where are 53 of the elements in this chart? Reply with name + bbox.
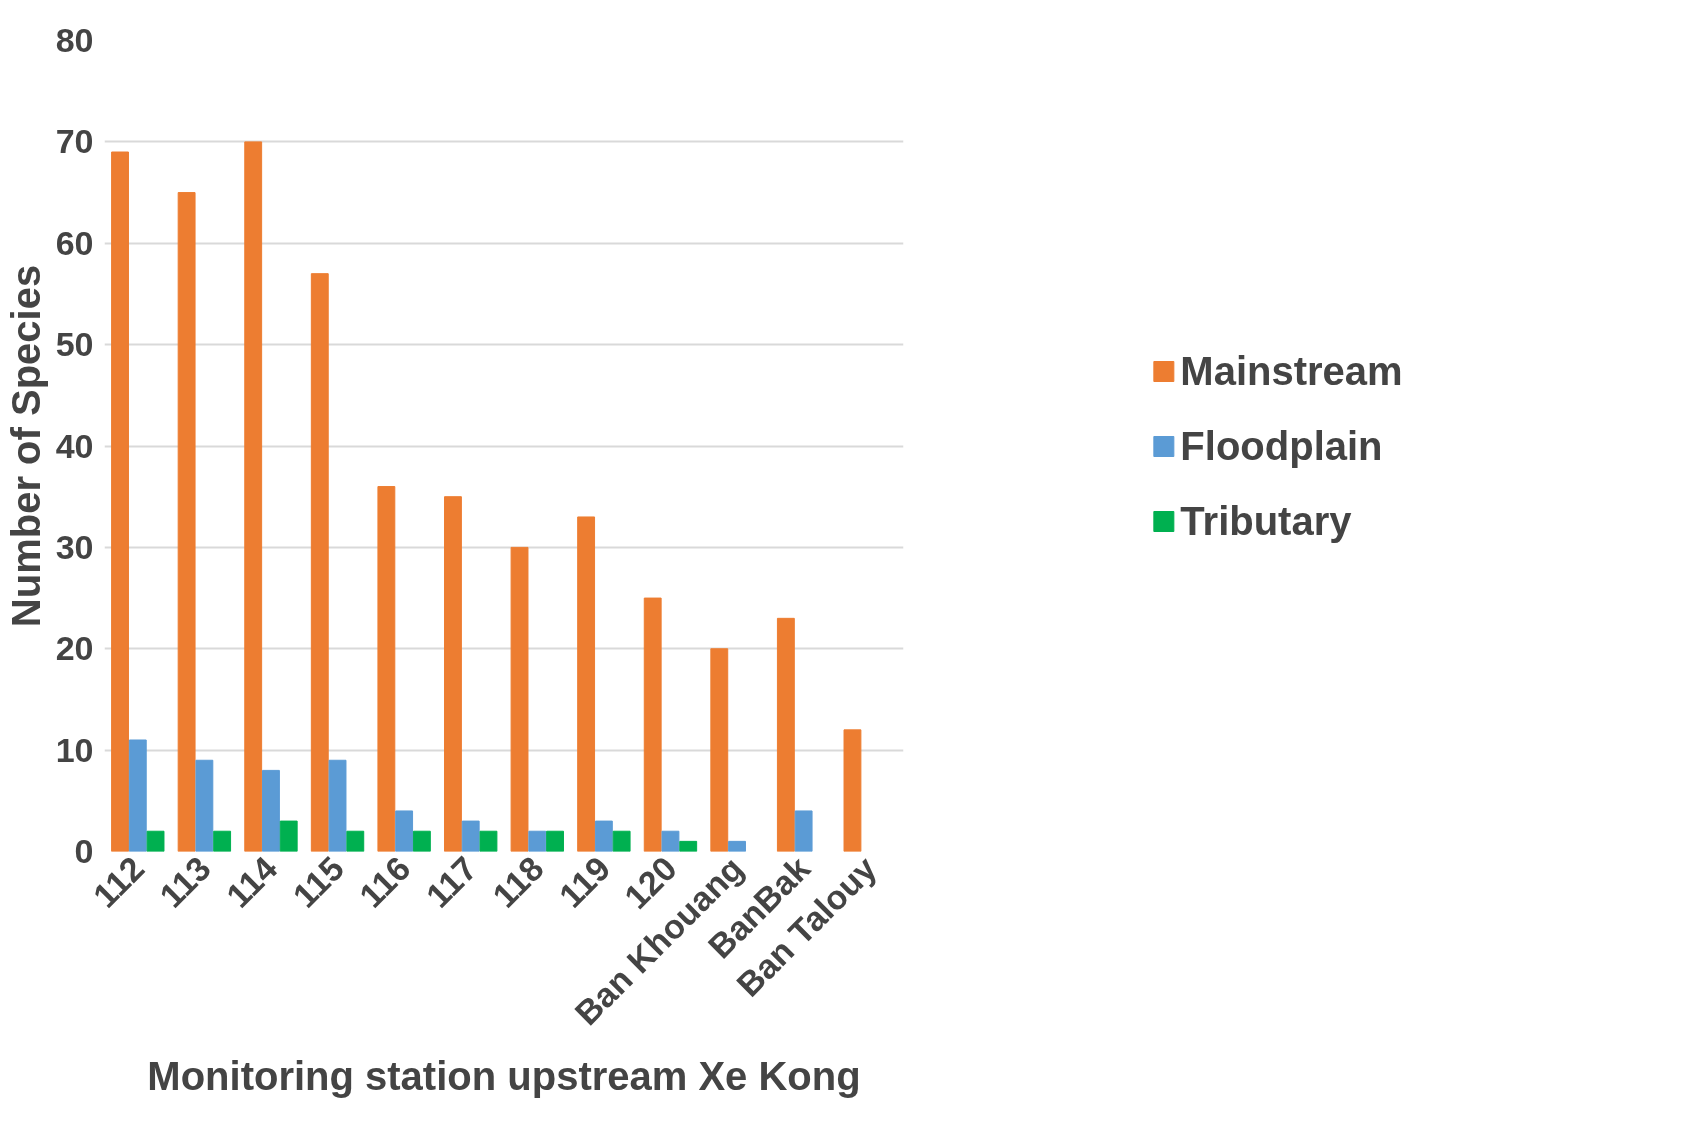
y-tick-label: 50 bbox=[55, 325, 94, 364]
legend-label: Tributary bbox=[1180, 498, 1352, 543]
bar bbox=[412, 830, 431, 852]
bar bbox=[461, 820, 480, 852]
bar bbox=[395, 810, 414, 852]
x-tick-label: 119 bbox=[551, 849, 618, 915]
bar bbox=[528, 830, 547, 852]
bar bbox=[146, 830, 165, 852]
bar bbox=[510, 546, 529, 852]
x-tick-label: 115 bbox=[285, 849, 351, 915]
bar bbox=[195, 759, 214, 852]
bar bbox=[679, 840, 698, 852]
bar bbox=[328, 759, 347, 852]
legend-label: Floodplain bbox=[1180, 423, 1383, 468]
bar bbox=[546, 830, 564, 852]
y-tick-label: 70 bbox=[55, 122, 94, 161]
bar bbox=[377, 486, 396, 852]
bar bbox=[213, 830, 232, 852]
legend-label: Mainstream bbox=[1180, 348, 1403, 393]
x-tick-label: 118 bbox=[485, 849, 551, 915]
bar bbox=[279, 820, 298, 852]
bar bbox=[111, 151, 129, 852]
bar bbox=[728, 840, 746, 852]
bar bbox=[661, 830, 680, 852]
y-tick-label: 30 bbox=[55, 527, 94, 566]
y-tick-label: 0 bbox=[74, 832, 94, 870]
x-tick-label: 117 bbox=[418, 849, 485, 915]
bar bbox=[177, 192, 196, 852]
bar bbox=[128, 739, 147, 852]
bar bbox=[643, 597, 662, 852]
bar bbox=[594, 820, 613, 852]
x-tick-label: 114 bbox=[218, 849, 285, 915]
bar bbox=[843, 729, 862, 852]
y-tick-label: 20 bbox=[55, 629, 94, 668]
bar bbox=[262, 769, 280, 852]
bar bbox=[577, 516, 596, 852]
x-tick-label: 116 bbox=[351, 849, 418, 915]
y-tick-label: 80 bbox=[55, 21, 94, 59]
bar bbox=[346, 830, 365, 852]
y-tick-label: 40 bbox=[55, 426, 94, 465]
bar bbox=[794, 810, 813, 852]
x-axis-title: Monitoring station upstream Xe Kong bbox=[147, 1053, 861, 1098]
bar bbox=[310, 273, 329, 852]
bar bbox=[479, 830, 498, 852]
bar bbox=[612, 830, 631, 852]
bar bbox=[244, 141, 263, 852]
x-tick-label: 113 bbox=[152, 849, 218, 915]
y-tick-label: 10 bbox=[55, 730, 94, 769]
bar bbox=[444, 496, 462, 852]
y-axis-title: Number of Species bbox=[3, 264, 48, 628]
bar bbox=[710, 648, 729, 852]
y-tick-label: 60 bbox=[55, 223, 94, 262]
bar bbox=[776, 617, 795, 852]
